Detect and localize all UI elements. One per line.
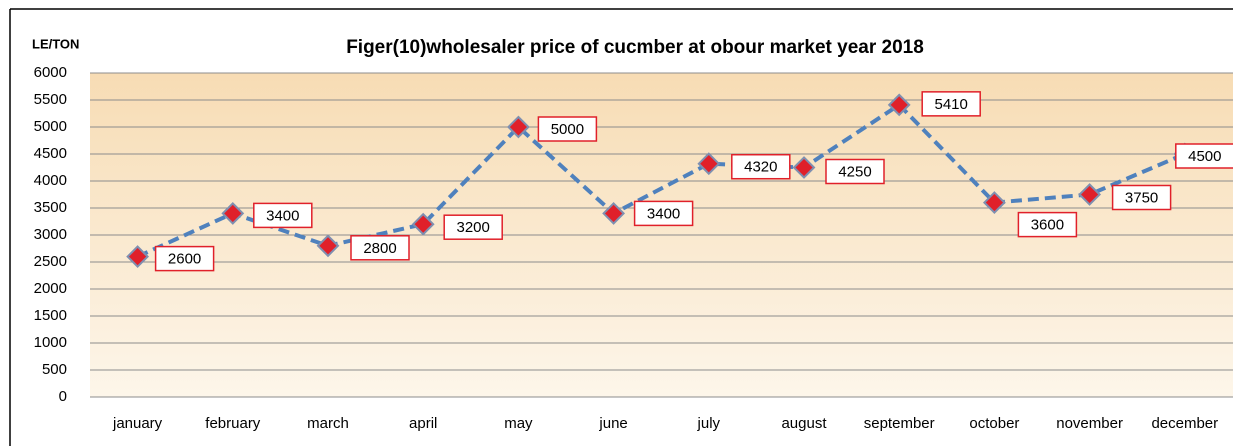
- data-label-box: [253, 202, 313, 229]
- marker: [602, 201, 626, 225]
- marker: [411, 212, 435, 236]
- data-label: 4250: [838, 163, 871, 180]
- data-label: 3400: [647, 205, 680, 222]
- x-tick-label: may: [504, 415, 533, 432]
- data-label-box: [443, 214, 503, 240]
- x-tick-label: december: [1151, 415, 1218, 432]
- data-label-box: [825, 158, 885, 185]
- marker: [506, 115, 530, 139]
- data-label: 2600: [168, 251, 201, 268]
- data-label: 3600: [1031, 217, 1064, 234]
- data-label-box: [154, 245, 215, 272]
- y-tick-label: 2000: [34, 280, 67, 297]
- data-label: 3200: [457, 219, 490, 236]
- y-tick-label: 5500: [34, 91, 67, 108]
- marker: [792, 156, 816, 179]
- marker: [221, 201, 245, 225]
- y-tick-label: 2500: [34, 253, 67, 270]
- marker: [1078, 183, 1102, 206]
- y-tick-label: 4500: [34, 145, 67, 162]
- x-tick-label: november: [1056, 415, 1123, 432]
- marker: [126, 245, 150, 269]
- data-label: 3400: [266, 207, 299, 224]
- data-label: 5000: [551, 121, 584, 138]
- data-label-box: [537, 116, 598, 142]
- data-label: 5410: [935, 96, 968, 113]
- data-label-box: [633, 200, 694, 227]
- x-tick-label: february: [205, 415, 261, 432]
- y-axis-label: LE/TON: [32, 36, 79, 51]
- y-tick-label: 0: [59, 388, 67, 405]
- data-label: 4500: [1188, 148, 1221, 165]
- y-tick-label: 1500: [34, 307, 67, 324]
- y-tick-label: 500: [42, 361, 67, 378]
- y-tick-label: 3500: [34, 199, 67, 216]
- data-label-box: [731, 153, 791, 180]
- data-label: 3750: [1125, 189, 1158, 206]
- data-label-box: [921, 91, 981, 117]
- data-label-box: [1175, 143, 1233, 169]
- y-tick-label: 1000: [34, 334, 67, 351]
- x-tick-label: march: [307, 415, 349, 432]
- series-line: [136, 102, 1186, 259]
- x-tick-label: august: [781, 415, 827, 432]
- data-label-box: [350, 235, 410, 261]
- marker: [697, 152, 721, 176]
- data-label: 4320: [744, 159, 777, 176]
- data-label-box: [1017, 211, 1078, 238]
- x-tick-label: june: [598, 415, 627, 432]
- x-tick-label: april: [409, 415, 437, 432]
- x-tick-label: january: [112, 415, 163, 432]
- chart-title: Figer(10)wholesaler price of cucmber at …: [346, 37, 924, 58]
- marker: [887, 93, 911, 117]
- y-tick-label: 5000: [34, 118, 67, 135]
- marker: [316, 234, 340, 258]
- y-tick-label: 6000: [34, 64, 67, 81]
- y-tick-label: 3000: [34, 226, 67, 243]
- data-label-box: [1111, 184, 1172, 211]
- marker: [982, 191, 1006, 215]
- x-tick-label: october: [969, 415, 1019, 432]
- x-tick-label: september: [864, 415, 935, 432]
- x-tick-label: july: [697, 415, 721, 432]
- y-tick-label: 4000: [34, 172, 67, 189]
- data-label: 2800: [363, 240, 396, 257]
